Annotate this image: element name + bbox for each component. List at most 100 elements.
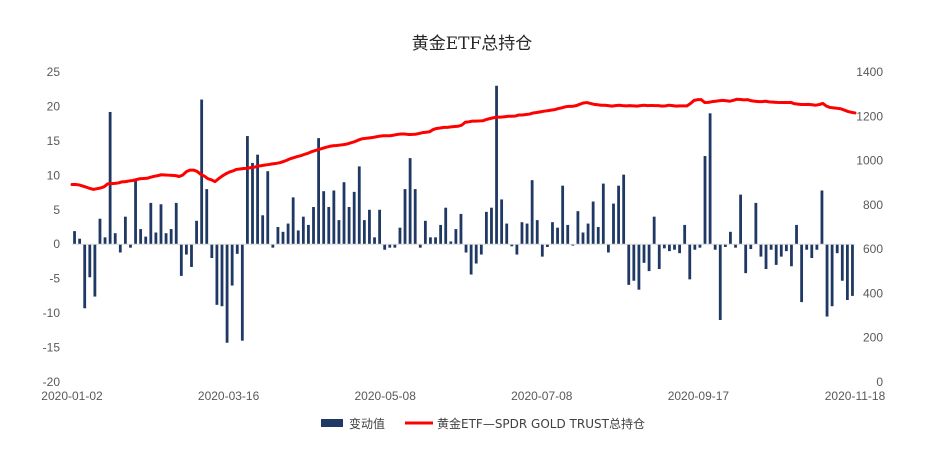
bar	[317, 138, 320, 245]
legend: 变动值 黄金ETF—SPDR GOLD TRUST总持仓	[321, 416, 645, 431]
bar	[637, 244, 641, 290]
bar	[627, 244, 631, 285]
left-axis-tick-label: -20	[43, 375, 61, 389]
bar	[825, 244, 829, 317]
bar	[713, 244, 717, 250]
bar	[642, 244, 646, 263]
bar	[515, 244, 519, 255]
right-axis-ticks: 0 200 400 600 800 1000 1200 1400	[856, 65, 883, 389]
bar	[530, 180, 534, 245]
bar	[723, 244, 727, 247]
bar	[729, 231, 732, 245]
x-axis-tick-label: 2020-03-16	[198, 389, 260, 403]
bar	[266, 171, 270, 245]
bar	[332, 190, 336, 245]
bar	[113, 233, 117, 245]
bar	[571, 244, 575, 246]
bar	[296, 230, 300, 245]
bar	[240, 244, 244, 341]
bar	[632, 244, 636, 281]
bar	[749, 244, 753, 250]
x-axis-tick-label: 2020-09-17	[668, 389, 730, 403]
bar	[398, 227, 402, 245]
left-axis-tick-label: 0	[53, 237, 60, 251]
bar	[98, 218, 102, 245]
bar	[307, 224, 310, 245]
right-axis-tick-label: 0	[876, 375, 883, 389]
bar	[368, 209, 371, 245]
bar	[164, 233, 168, 245]
bar	[591, 201, 595, 245]
bar	[357, 166, 361, 245]
bar	[251, 162, 254, 245]
bar	[83, 244, 87, 309]
bar	[678, 244, 681, 254]
bar	[779, 244, 783, 257]
bar	[403, 189, 407, 245]
bar	[190, 244, 193, 267]
bar	[276, 227, 280, 245]
right-axis-tick-label: 800	[863, 198, 883, 212]
bar	[261, 215, 265, 245]
bar	[520, 222, 524, 245]
bar	[439, 224, 443, 245]
bar	[739, 194, 742, 245]
bar	[408, 158, 412, 245]
legend-bar-label: 变动值	[349, 416, 385, 431]
bar	[444, 207, 448, 245]
bar	[688, 244, 692, 280]
bar	[668, 244, 671, 252]
bar	[484, 211, 488, 245]
bar	[103, 237, 107, 245]
bar	[195, 220, 198, 245]
bar	[586, 223, 590, 245]
bar	[337, 220, 341, 245]
bar	[734, 244, 737, 248]
bar	[774, 244, 778, 265]
bar	[73, 231, 76, 245]
bar	[449, 241, 453, 245]
bar	[510, 244, 514, 247]
bar	[301, 216, 305, 245]
left-axis-tick-label: 10	[47, 168, 61, 182]
bar	[662, 244, 666, 249]
right-axis-tick-label: 1200	[856, 109, 883, 123]
bar	[540, 244, 544, 257]
bar	[215, 244, 219, 305]
bar	[525, 223, 529, 245]
bar	[657, 244, 661, 270]
bar	[500, 199, 504, 245]
bar	[144, 236, 148, 245]
bar	[459, 213, 463, 245]
bar	[200, 99, 204, 245]
bar	[154, 232, 158, 245]
bar	[149, 202, 153, 245]
line-series-holdings	[70, 97, 857, 191]
bar	[703, 156, 707, 245]
bar	[220, 244, 224, 307]
bar	[230, 244, 234, 286]
bar	[601, 183, 605, 245]
x-axis-tick-label: 2020-07-08	[511, 389, 573, 403]
bar	[210, 244, 214, 258]
bar	[535, 220, 539, 245]
bar	[134, 180, 137, 245]
bar	[205, 189, 209, 245]
bar	[93, 244, 97, 297]
bar	[708, 113, 712, 245]
bar	[469, 244, 473, 275]
bar	[352, 191, 356, 245]
bar	[246, 136, 249, 245]
bar	[174, 202, 178, 245]
bar	[286, 223, 290, 245]
bar	[845, 244, 849, 301]
bar	[347, 207, 351, 245]
bar	[429, 237, 432, 245]
bar	[322, 191, 326, 245]
bar	[566, 224, 570, 245]
bar	[576, 211, 580, 245]
bar	[434, 237, 437, 245]
bar	[693, 244, 697, 250]
left-axis-tick-label: -5	[49, 272, 60, 286]
